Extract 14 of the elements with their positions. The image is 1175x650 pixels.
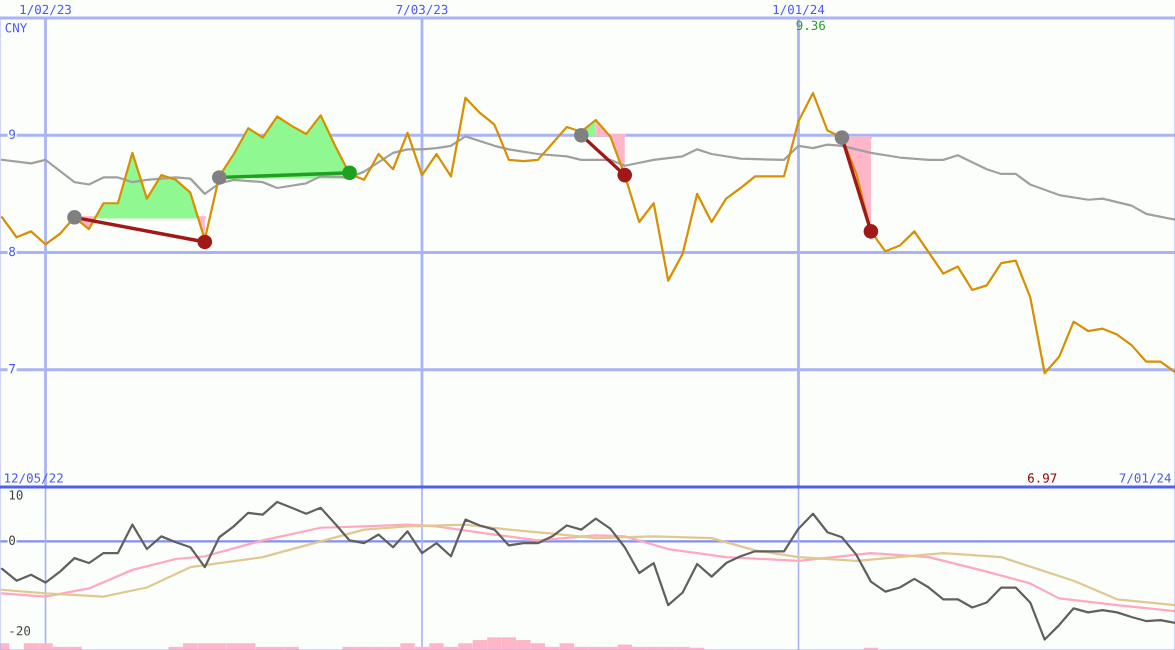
y-tick-label: 0 <box>9 535 16 545</box>
x-tick-label: 1/01/24 <box>773 4 825 16</box>
y-tick-label: 8 <box>9 246 16 257</box>
x-tick-label: 7/03/23 <box>396 4 448 16</box>
x-tick-label: 1/02/23 <box>20 4 71 16</box>
y-tick-label: 10 <box>9 490 23 500</box>
y-tick-label: -20 <box>10 626 31 636</box>
annotation: 7/01/24 <box>1119 473 1171 484</box>
annotation: 12/05/22 <box>5 473 63 484</box>
annotation: 9.36 <box>796 20 825 31</box>
y-tick-label: 9 <box>9 129 16 139</box>
annotation: 6.97 <box>1027 473 1057 483</box>
y-axis-title: CNY <box>5 22 28 33</box>
y-tick-label: 7 <box>9 364 15 374</box>
